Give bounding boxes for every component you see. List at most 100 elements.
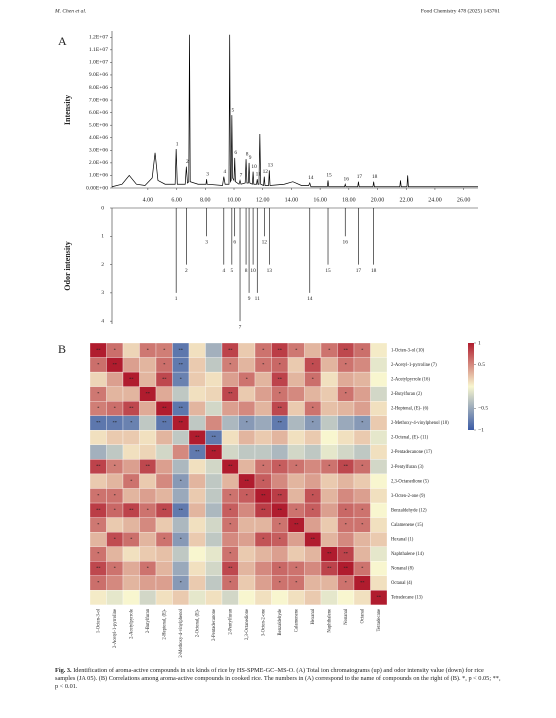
- heatmap-cell: [238, 430, 256, 445]
- column-label: 2-Heptenal, (E)-: [162, 608, 167, 639]
- heatmap-cell: [287, 386, 305, 402]
- significance-mark: **: [129, 406, 134, 411]
- odor-label: 5: [230, 268, 233, 274]
- heatmap-cell: [337, 532, 355, 547]
- significance-mark: *: [262, 362, 265, 367]
- significance-mark: *: [163, 536, 166, 541]
- significance-mark: *: [279, 566, 282, 571]
- heatmap-cell: [353, 430, 371, 445]
- row-label: 2-Heptenal, (E)- (6): [391, 407, 429, 412]
- heatmap-cell: [271, 590, 289, 606]
- heatmap-cell: [205, 473, 223, 489]
- heatmap-cell: [122, 517, 140, 533]
- heatmap-cell: [205, 532, 223, 547]
- heatmap-cell: [188, 459, 206, 475]
- heatmap-cell: [287, 430, 305, 445]
- column-label: 2-Pentylfuran: [228, 608, 233, 634]
- x-tick-label: 16.00: [313, 197, 327, 203]
- significance-mark: **: [343, 551, 348, 556]
- y-tick-label: 9.0E+06: [89, 72, 108, 78]
- heatmap-cell: [271, 444, 289, 460]
- heatmap-cell: [287, 546, 305, 562]
- chromatogram-line: [111, 34, 478, 188]
- heatmap-cell: [320, 444, 338, 460]
- significance-mark: **: [343, 566, 348, 571]
- heatmap-cell: [238, 575, 256, 591]
- significance-mark: *: [361, 566, 364, 571]
- heatmap-cell: [304, 575, 322, 591]
- heatmap-cell: [205, 575, 223, 591]
- significance-mark: *: [295, 580, 298, 585]
- heatmap-cell: [254, 401, 272, 416]
- heatmap-cell: [238, 444, 256, 460]
- significance-mark: *: [114, 464, 117, 469]
- x-tick-label: 8.00: [200, 197, 211, 203]
- significance-mark: **: [112, 420, 117, 425]
- column-label: 2-Acetylpyrrole: [129, 609, 134, 639]
- heatmap-cell: [370, 488, 388, 504]
- significance-mark: *: [114, 493, 117, 498]
- peak-label: 6: [234, 150, 237, 156]
- significance-mark: **: [211, 435, 216, 440]
- significance-mark: **: [96, 420, 101, 425]
- caption-text: Identification of aroma-active compounds…: [55, 667, 501, 691]
- y-tick-label: 1.0E+07: [89, 60, 108, 66]
- significance-mark: *: [97, 391, 100, 396]
- heatmap-cell: [106, 444, 124, 460]
- heatmap-cell: [370, 561, 388, 576]
- odor-label: 1: [175, 296, 178, 302]
- heatmap-cell: [172, 590, 190, 606]
- significance-mark: *: [229, 507, 232, 512]
- heatmap-cell: [370, 430, 388, 445]
- significance-mark: **: [178, 347, 183, 352]
- heatmap-cell: [155, 546, 173, 562]
- heatmap-cell: [271, 473, 289, 489]
- significance-mark: *: [345, 580, 348, 585]
- significance-mark: *: [163, 362, 166, 367]
- heatmap-cell: [155, 561, 173, 576]
- peak-label: 7: [240, 173, 243, 179]
- odor-label: 8: [245, 268, 248, 274]
- heatmap-cell: [238, 357, 256, 373]
- running-header-right: Food Chemistry 478 (2025) 143761: [421, 7, 500, 14]
- heatmap-cell: [122, 430, 140, 445]
- column-label: Hexanal: [311, 608, 316, 624]
- significance-mark: *: [328, 347, 331, 352]
- heatmap-cell: [122, 444, 140, 460]
- heatmap-cell: [287, 473, 305, 489]
- heatmap-cell: [370, 502, 388, 518]
- heatmap-cell: [254, 444, 272, 460]
- heatmap-cell: [304, 473, 322, 489]
- row-label: Naphthalene (14): [391, 552, 424, 557]
- heatmap-cell: [122, 342, 140, 358]
- heatmap-cell: [254, 590, 272, 606]
- heatmap-cell: [287, 444, 305, 460]
- heatmap-cell: [122, 561, 140, 576]
- significance-mark: *: [97, 522, 100, 527]
- peak-label: 5: [231, 107, 234, 113]
- x-tick-label: 18.00: [342, 197, 356, 203]
- significance-mark: *: [361, 464, 364, 469]
- odor-label: 12: [262, 240, 268, 246]
- column-label: Nonanal: [344, 608, 349, 625]
- heatmap-cell: [172, 488, 190, 504]
- y-tick-label: 4.0E+06: [89, 135, 108, 141]
- x-tick-label: 10.00: [227, 197, 241, 203]
- significance-mark: *: [229, 493, 232, 498]
- significance-mark: *: [246, 493, 249, 498]
- odor-label: 7: [239, 324, 242, 330]
- heatmap-cell: [370, 459, 388, 475]
- colorbar: [468, 343, 474, 430]
- significance-mark: **: [96, 566, 101, 571]
- heatmap-cell: [122, 459, 140, 475]
- significance-mark: *: [345, 522, 348, 527]
- significance-mark: **: [261, 493, 266, 498]
- heatmap-cell: [353, 473, 371, 489]
- heatmap-cell: [320, 517, 338, 533]
- significance-mark: **: [162, 376, 167, 381]
- significance-mark: **: [294, 522, 299, 527]
- significance-mark: *: [262, 347, 265, 352]
- column-label: 2-Octenal, (E)-: [195, 608, 200, 637]
- heatmap-cell: [139, 444, 157, 460]
- significance-mark: **: [277, 347, 282, 352]
